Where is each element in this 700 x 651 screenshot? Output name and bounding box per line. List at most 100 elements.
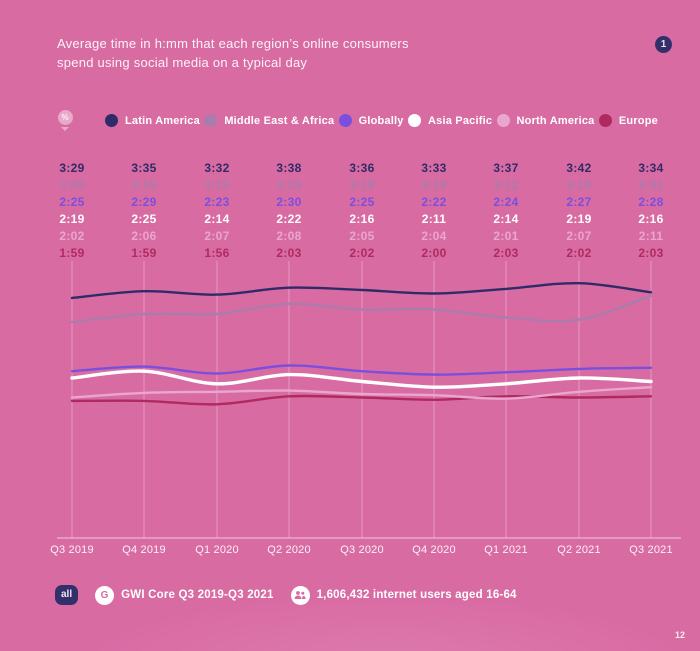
legend-dot-europe — [598, 114, 612, 127]
value-cell: 2:30 — [276, 195, 302, 209]
value-cell: 3:34 — [638, 161, 664, 175]
source-label: GWI Core Q3 2019-Q3 2021 — [121, 589, 274, 601]
legend-label: Europe — [618, 114, 658, 127]
chevron-down-icon — [61, 127, 69, 131]
value-cell: 2:07 — [566, 229, 592, 243]
value-cell: 2:29 — [131, 195, 157, 209]
legend-dot-north-america — [496, 114, 510, 127]
value-cell: 1:56 — [204, 246, 230, 260]
series-line-europe — [70, 394, 653, 406]
base-group: 1,606,432 internet users aged 16-64 — [290, 585, 517, 605]
value-cell: 2:16 — [638, 212, 664, 226]
series-line-north-america — [70, 386, 653, 400]
legend-item-latin-america[interactable]: Latin America — [105, 114, 200, 127]
value-column-q1-2021: 3:37 3:12 2:24 2:14 2:01 2:03 — [470, 160, 542, 262]
value-column-q1-2020: 3:32 3:15 2:23 2:14 2:07 1:56 — [181, 160, 253, 262]
value-cell: 2:02 — [59, 229, 85, 243]
users-glyph — [294, 591, 306, 599]
value-cell: 2:00 — [421, 246, 447, 260]
series-line-asia-pacific — [70, 369, 653, 389]
value-cell: 3:33 — [421, 161, 447, 175]
chart-title: Average time in h:mm that each region’s … — [57, 34, 409, 72]
value-cell: 3:10 — [566, 178, 592, 192]
value-column-q2-2020: 3:38 3:24 2:30 2:22 2:08 2:03 — [253, 160, 325, 262]
x-tick-label: Q2 2021 — [557, 544, 601, 556]
percent-pin-icon[interactable]: % — [57, 110, 73, 131]
legend-label: Globally — [358, 114, 404, 127]
x-tick-label: Q3 2019 — [50, 544, 94, 556]
value-cell: 3:12 — [493, 178, 519, 192]
legend-dot-middle-east-africa — [204, 114, 218, 127]
slide-number-badge[interactable]: 1 — [655, 36, 672, 53]
footer: all G GWI Core Q3 2019-Q3 2021 1,606,432… — [55, 585, 517, 605]
users-icon — [290, 585, 310, 605]
background-glow — [0, 561, 700, 651]
x-tick-label: Q4 2019 — [122, 544, 166, 556]
legend-item-middle-east-africa[interactable]: Middle East & Africa — [204, 114, 334, 127]
value-cell: 3:15 — [204, 178, 230, 192]
value-cell: 2:19 — [59, 212, 85, 226]
chart-title-line1: Average time in h:mm that each region’s … — [57, 36, 409, 51]
value-cell: 2:03 — [493, 246, 519, 260]
value-cell: 3:19 — [349, 178, 375, 192]
legend-dot-asia-pacific — [407, 114, 421, 127]
legend-item-north-america[interactable]: North America — [496, 114, 595, 127]
page-number: 12 — [674, 630, 685, 640]
x-tick-label: Q2 2020 — [267, 544, 311, 556]
series-line-middle-east-africa — [70, 294, 653, 324]
legend-item-europe[interactable]: Europe — [598, 114, 658, 127]
value-cell: 2:16 — [349, 212, 375, 226]
value-cell: 3:32 — [204, 161, 230, 175]
legend-label: Asia Pacific — [427, 114, 493, 127]
value-column-q4-2019: 3:35 3:15 2:29 2:25 2:06 1:59 — [108, 160, 180, 262]
value-cell: 3:31 — [638, 178, 664, 192]
value-cell: 2:03 — [638, 246, 664, 260]
legend-item-globally[interactable]: Globally — [338, 114, 404, 127]
x-tick-label: Q1 2020 — [195, 544, 239, 556]
value-column-q2-2021: 3:42 3:10 2:27 2:19 2:07 2:02 — [543, 160, 615, 262]
chart-title-line2: spend using social media on a typical da… — [57, 55, 308, 70]
value-cell: 2:25 — [59, 195, 85, 209]
legend-label: Middle East & Africa — [224, 114, 335, 127]
value-column-q3-2021: 3:34 3:31 2:28 2:16 2:11 2:03 — [615, 160, 687, 262]
legend-items: Latin America Middle East & Africa Globall… — [105, 114, 658, 127]
value-cell: 2:06 — [131, 229, 157, 243]
value-cell: 2:23 — [204, 195, 230, 209]
value-column-q3-2020: 3:36 3:19 2:25 2:16 2:05 2:02 — [326, 160, 398, 262]
value-cell: 2:02 — [566, 246, 592, 260]
value-cell: 2:03 — [276, 246, 302, 260]
value-cell: 2:07 — [204, 229, 230, 243]
value-cell: 1:59 — [131, 246, 157, 260]
gwi-logo-icon: G — [95, 585, 115, 605]
value-cell: 3:29 — [59, 161, 85, 175]
value-cell: 2:08 — [276, 229, 302, 243]
series-line-globally — [70, 364, 653, 376]
value-cell: 2:01 — [493, 229, 519, 243]
value-cell: 3:24 — [276, 178, 302, 192]
legend-label: North America — [516, 114, 595, 127]
legend-label: Latin America — [125, 114, 200, 127]
value-column-q4-2020: 3:33 3:19 2:22 2:11 2:04 2:00 — [398, 160, 470, 262]
value-cell: 2:11 — [421, 212, 447, 226]
legend-item-asia-pacific[interactable]: Asia Pacific — [407, 114, 493, 127]
value-cell: 2:22 — [421, 195, 447, 209]
series-line-latin-america — [70, 281, 653, 300]
value-cell: 2:05 — [349, 229, 375, 243]
value-cell: 3:42 — [566, 161, 592, 175]
value-column-q3-2019: 3:29 3:08 2:25 2:19 2:02 1:59 — [36, 160, 108, 262]
x-tick-label: Q4 2020 — [412, 544, 456, 556]
value-cell: 2:19 — [566, 212, 592, 226]
value-cell: 2:22 — [276, 212, 302, 226]
x-tick-label: Q3 2021 — [629, 544, 673, 556]
legend-dot-globally — [338, 114, 352, 127]
value-cell: 3:37 — [493, 161, 519, 175]
value-cell: 3:38 — [276, 161, 302, 175]
value-cell: 2:11 — [638, 229, 664, 243]
value-cell: 2:04 — [421, 229, 447, 243]
audience-filter-badge[interactable]: all — [55, 585, 79, 605]
value-cell: 2:14 — [204, 212, 230, 226]
value-cell: 2:25 — [349, 195, 375, 209]
x-tick-label: Q1 2021 — [484, 544, 528, 556]
value-cell: 3:35 — [131, 161, 157, 175]
